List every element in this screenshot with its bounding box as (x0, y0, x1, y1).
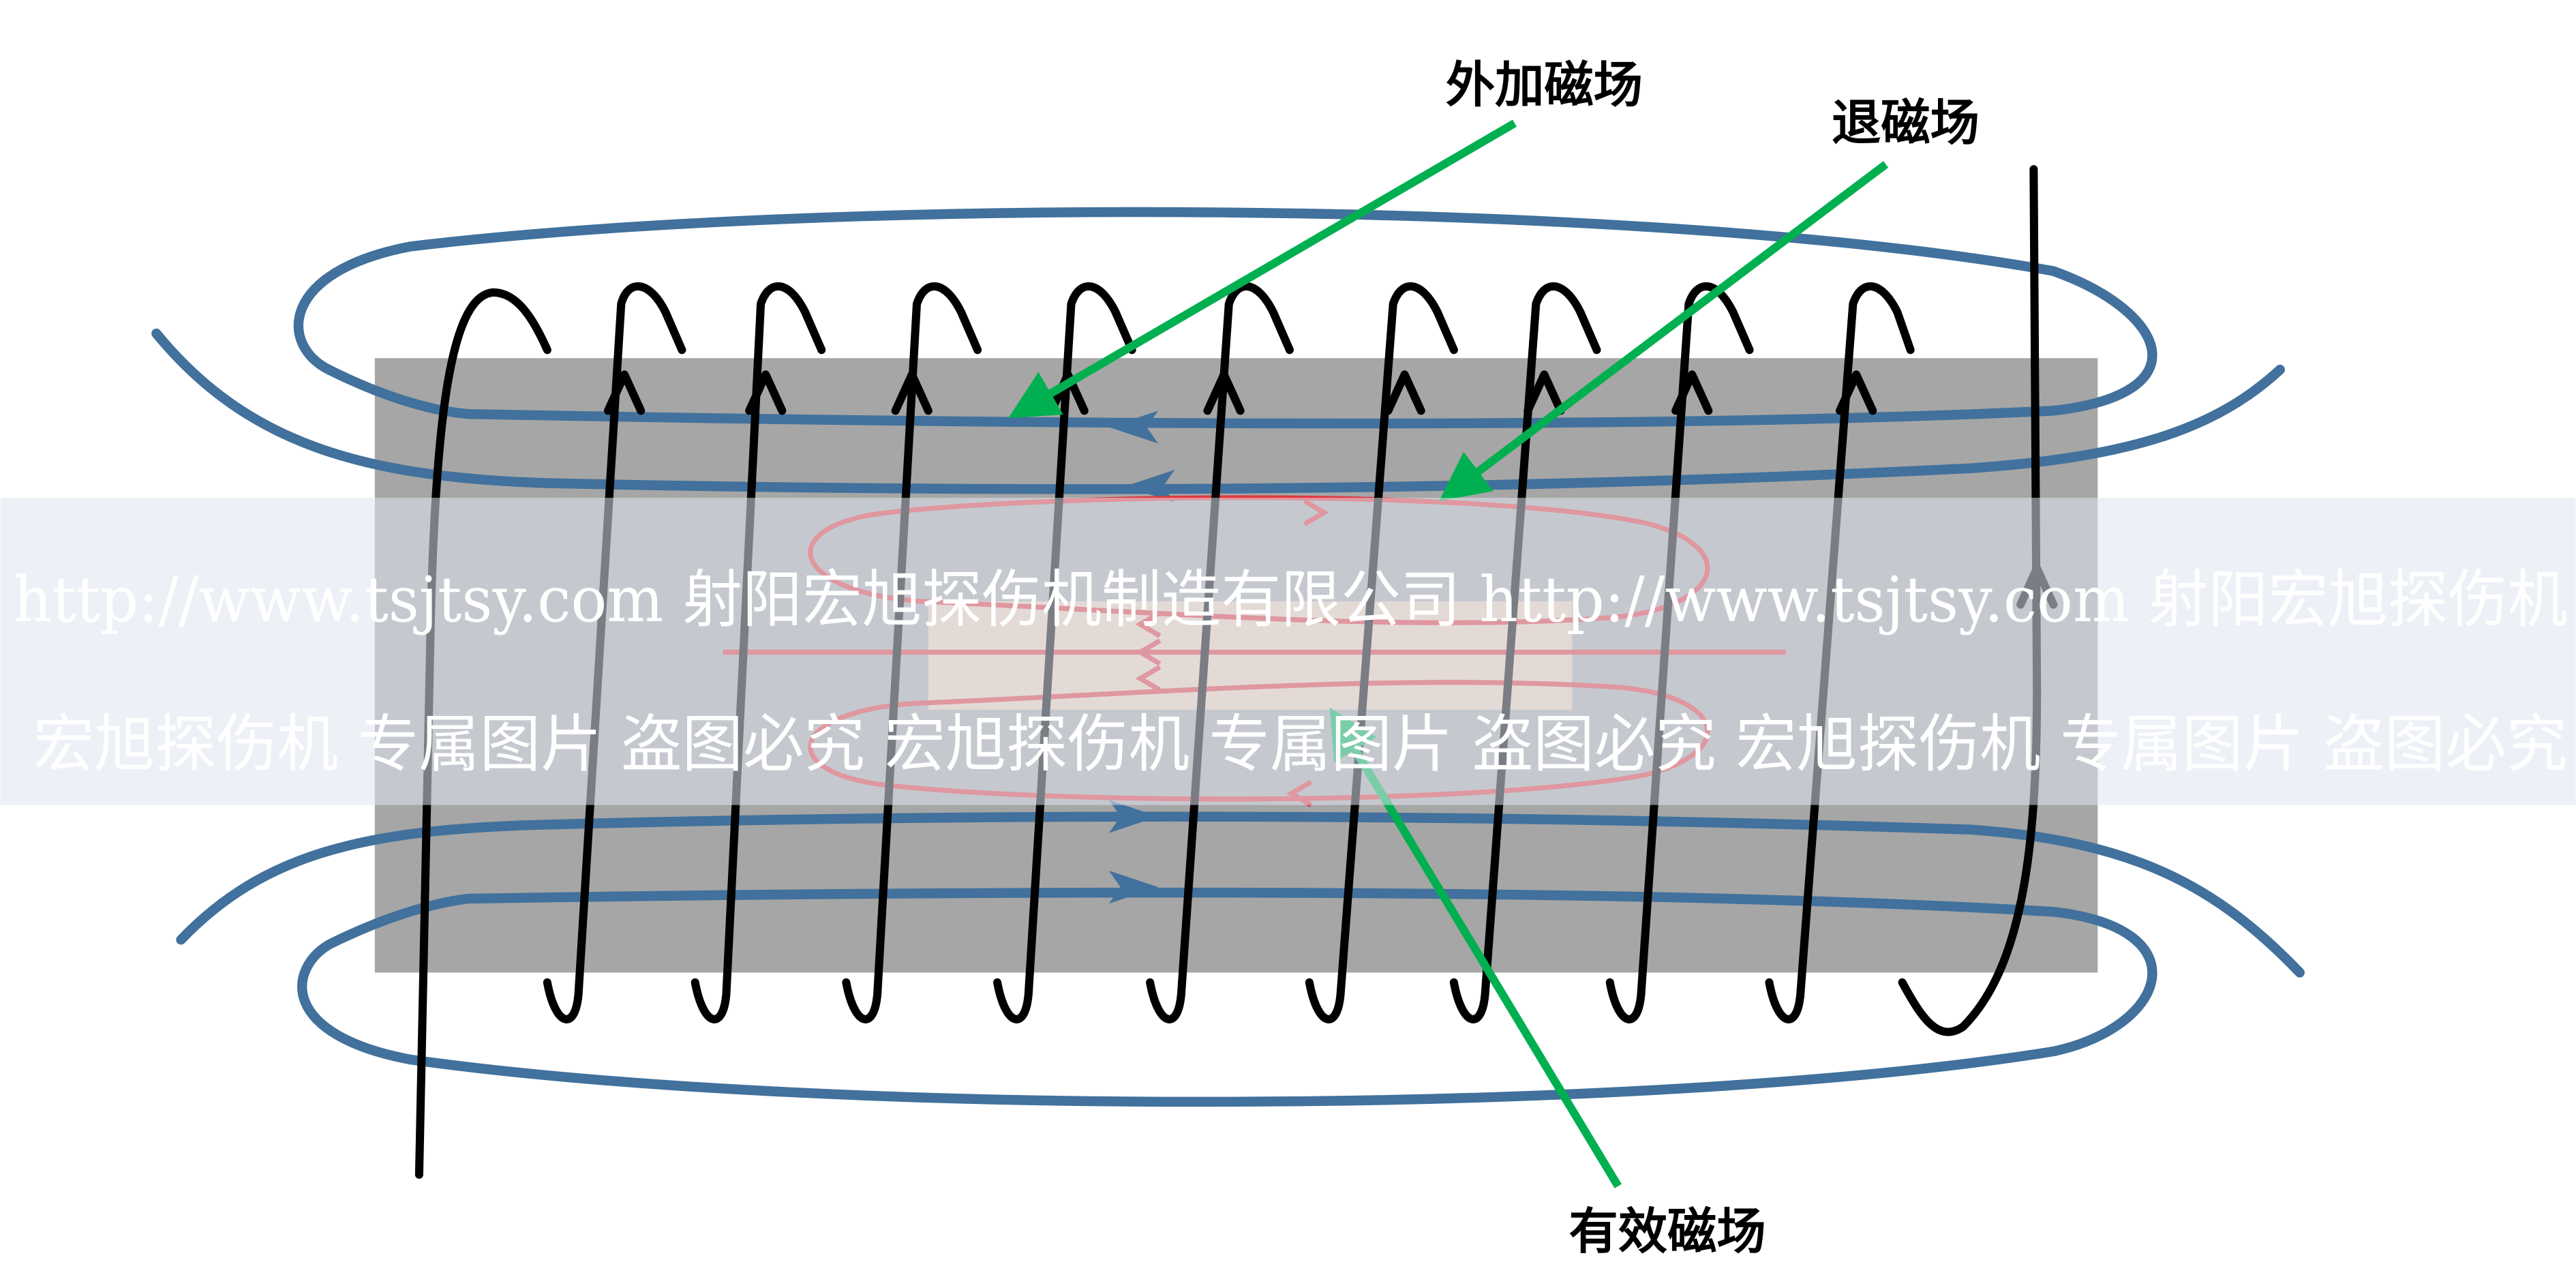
watermark-line-1: http://www.tsjtsy.com 射阳宏旭探伤机制造有限公司 http… (14, 563, 2568, 636)
coil-turn (1305, 282, 1458, 1023)
coil-turn (1765, 282, 1915, 1023)
applied-field-lines (151, 207, 2305, 1107)
pointer-applied-field (1008, 119, 1517, 419)
field-line-upper-outer (151, 328, 2286, 494)
coil-turn (993, 282, 1136, 1023)
arrow-left-icon (1108, 410, 1159, 444)
arrow-up-icon (603, 370, 646, 415)
label-effective-field: 有效磁场 (1569, 1203, 1766, 1261)
arrow-up-icon (1671, 370, 1713, 415)
coil-winding (414, 165, 2042, 1179)
coil-turn (691, 282, 826, 1023)
applied-field-arrows (1108, 410, 1175, 904)
coil-turn (842, 282, 982, 1023)
arrow-up-icon (745, 370, 787, 415)
arrow-up-icon (1524, 370, 1565, 415)
field-line-lower-inner (297, 887, 2157, 1107)
label-demagnetizing-field: 退磁场 (1832, 95, 1980, 152)
watermark-line-2: 宏旭探伤机 专属图片 盗图必究 宏旭探伤机 专属图片 盗图必究 宏旭探伤机 专属… (33, 708, 2568, 781)
arrow-right-icon (1108, 800, 1159, 833)
field-line-lower-outer (176, 811, 2305, 978)
arrow-up-icon (1384, 370, 1425, 415)
watermark-band (0, 498, 2576, 805)
coil-turn (1449, 282, 1601, 1023)
coil-arrows (603, 370, 2058, 609)
label-applied-field: 外加磁场 (1446, 57, 1643, 114)
arrow-up-icon (891, 370, 933, 415)
pointer-demagnetizing-field (1439, 161, 1889, 501)
arrow-up-icon (1836, 370, 1877, 415)
arrow-right-icon (1108, 871, 1159, 904)
arrow-up-icon (1203, 370, 1245, 415)
arrow-left-icon (1125, 470, 1175, 503)
coil-turn (1146, 282, 1294, 1023)
